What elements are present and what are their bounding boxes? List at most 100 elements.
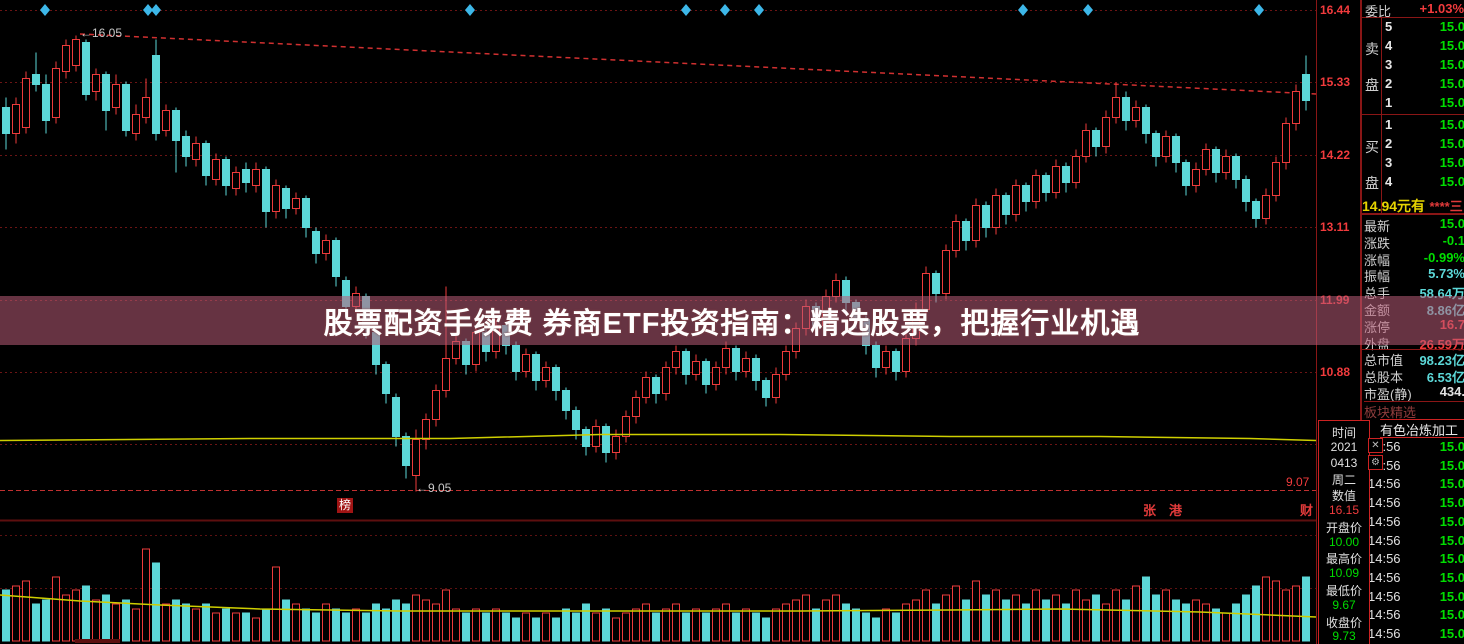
low-annotation: ←9.05 bbox=[416, 481, 452, 495]
tick-row: 14:56 15.0 bbox=[1362, 494, 1464, 512]
info-line: 9.67 bbox=[1332, 597, 1356, 612]
tick-time: 14:56 bbox=[1368, 626, 1401, 641]
candle-body bbox=[162, 110, 170, 131]
level-number: 1 bbox=[1385, 95, 1393, 110]
volume-bar bbox=[312, 612, 320, 642]
volume-bar bbox=[472, 608, 480, 642]
candle-body bbox=[322, 240, 330, 254]
volume-bar bbox=[42, 599, 50, 642]
candle-body bbox=[612, 436, 620, 453]
volume-bar bbox=[292, 603, 300, 642]
volume-bar bbox=[1022, 603, 1030, 642]
price-axis-label: 15.33 bbox=[1320, 74, 1351, 89]
candle-body bbox=[272, 185, 280, 212]
settings-gear-icon[interactable]: ⚙ bbox=[1368, 455, 1383, 470]
volume-bar bbox=[412, 594, 420, 642]
bottom-tag-link[interactable]: 张 bbox=[1143, 503, 1157, 518]
candle-body bbox=[42, 84, 50, 121]
candle-body bbox=[202, 143, 210, 176]
stat-label: 市盈(静) bbox=[1364, 387, 1412, 402]
tick-row: 14:56 15.0 bbox=[1362, 513, 1464, 531]
tick-time: 14:56 bbox=[1368, 588, 1401, 604]
sector-section-label[interactable]: 板块精选 bbox=[1364, 401, 1464, 421]
candle-body bbox=[1102, 117, 1110, 147]
low-line-label: 9.07 bbox=[1286, 475, 1310, 489]
volume-bar bbox=[562, 608, 570, 642]
stat-label: 最新 bbox=[1364, 219, 1391, 234]
buy-level-row[interactable]: 1 15.0 bbox=[1382, 116, 1464, 135]
candle-body bbox=[1062, 166, 1070, 183]
sector-name[interactable]: 有色冶炼加工 bbox=[1380, 419, 1464, 438]
volume-bar bbox=[262, 608, 270, 642]
candle-body bbox=[892, 351, 900, 372]
tick-row: 14:56 15.0 bbox=[1362, 475, 1464, 493]
candle-body bbox=[732, 348, 740, 372]
volume-bar bbox=[1142, 576, 1150, 642]
level-price: 15.0 bbox=[1439, 174, 1464, 189]
tick-row: 14:56 15.0 bbox=[1362, 606, 1464, 624]
stat-row-市盈(静): 市盈(静) 434. bbox=[1362, 383, 1464, 402]
candle-body bbox=[1052, 166, 1060, 193]
volume-bar bbox=[12, 585, 20, 642]
candle-body bbox=[332, 240, 340, 277]
announcement-marquee[interactable]: 14.94元有 ****三 bbox=[1362, 196, 1464, 215]
sell-level-row[interactable]: 2 15.0 bbox=[1382, 75, 1464, 94]
candle-body bbox=[432, 390, 440, 420]
sell-level-row[interactable]: 4 15.0 bbox=[1382, 37, 1464, 56]
stat-value: 5.73% bbox=[1428, 266, 1464, 282]
tick-list[interactable]: 14:56 15.0 14:56 15.0 14:56 15.0 14:56 15.0 14:5… bbox=[1362, 438, 1464, 644]
candle-body bbox=[212, 159, 220, 180]
buy-level-row[interactable]: 3 15.0 bbox=[1382, 154, 1464, 173]
level-price: 15.0 bbox=[1439, 38, 1464, 53]
level-number: 5 bbox=[1385, 19, 1393, 34]
volume-bar bbox=[552, 617, 560, 642]
volume-bar bbox=[662, 608, 670, 642]
candle-body bbox=[192, 143, 200, 160]
candle-body bbox=[232, 172, 240, 189]
candle-body bbox=[1162, 136, 1170, 157]
volume-bar bbox=[132, 608, 140, 642]
candle-body bbox=[112, 84, 120, 108]
volume-bar bbox=[72, 589, 80, 642]
volume-bar bbox=[402, 603, 410, 642]
price-axis-label: 14.22 bbox=[1320, 147, 1351, 162]
volume-bar bbox=[242, 612, 250, 642]
volume-bar bbox=[502, 612, 510, 642]
sell-level-row[interactable]: 5 15.0 bbox=[1382, 18, 1464, 37]
orderbook-side-label: 卖 bbox=[1365, 41, 1379, 57]
candle-body bbox=[182, 136, 190, 157]
level-price: 15.0 bbox=[1439, 117, 1464, 132]
sell-level-row[interactable]: 1 15.0 bbox=[1382, 94, 1464, 113]
candle-body bbox=[1132, 107, 1140, 121]
tick-price: 15.0 bbox=[1439, 513, 1464, 529]
volume-bar bbox=[2, 589, 10, 642]
volume-bar bbox=[592, 612, 600, 642]
volume-bar bbox=[832, 594, 840, 642]
stat-value: -0.99% bbox=[1423, 249, 1464, 265]
candle-body bbox=[602, 426, 610, 453]
price-axis-label: 10.88 bbox=[1320, 364, 1351, 379]
volume-bar bbox=[1292, 585, 1300, 642]
bottom-tag-link[interactable]: 财 bbox=[1300, 503, 1314, 518]
volume-bar bbox=[762, 617, 770, 642]
sell-level-row[interactable]: 3 15.0 bbox=[1382, 56, 1464, 75]
tick-time: 14:56 bbox=[1368, 569, 1401, 585]
close-icon[interactable]: ✕ bbox=[1368, 438, 1383, 453]
rank-badge[interactable]: 榜 bbox=[337, 498, 354, 513]
orderbook-side-label: 盘 bbox=[1365, 175, 1379, 191]
buy-level-row[interactable]: 4 15.0 bbox=[1382, 173, 1464, 192]
bottom-tag-link[interactable]: 港 bbox=[1169, 503, 1183, 518]
buy-level-row[interactable]: 2 15.0 bbox=[1382, 135, 1464, 154]
candle-body bbox=[1192, 169, 1200, 186]
volume-bar bbox=[862, 612, 870, 642]
candle-body bbox=[142, 97, 150, 118]
candle-body bbox=[782, 351, 790, 375]
level-number: 4 bbox=[1385, 38, 1393, 53]
volume-bar bbox=[82, 585, 90, 642]
volume-bar bbox=[282, 599, 290, 642]
signal-diamond-icon bbox=[681, 4, 691, 16]
volume-bar bbox=[1152, 594, 1160, 642]
order-book[interactable]: 卖盘买盘 5 15.0 4 15.0 3 15.0 2 15.0 1 15.0 1 15.0 2 15.0 3… bbox=[1362, 17, 1464, 214]
volume-bar bbox=[442, 589, 450, 642]
